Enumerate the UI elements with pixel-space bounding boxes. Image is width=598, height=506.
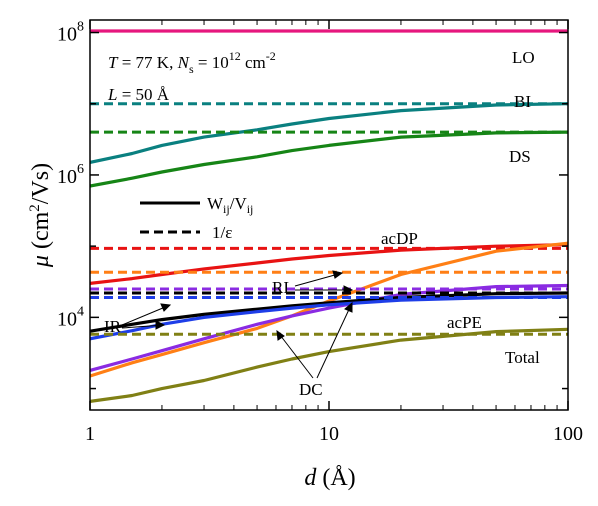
label-dc: DC: [299, 380, 323, 399]
arrow-ir-1: [121, 304, 171, 326]
series-ri-solid-line: [90, 241, 568, 378]
arrowhead-ri-1: [332, 270, 344, 279]
label-ds: DS: [509, 147, 531, 166]
legend-solid-label: Wij/Vij: [207, 194, 253, 216]
conditions-line-2: L = 50 Å: [107, 85, 170, 104]
arrow-dc-2: [316, 302, 353, 379]
label-acpe: acPE: [447, 313, 482, 332]
arrow-dc-1: [276, 330, 314, 379]
label-bi: BI: [514, 92, 531, 111]
series-acdp-solid-line: [90, 243, 568, 285]
series-dc-solid-line: [90, 283, 568, 372]
arrowhead-ir-1: [160, 303, 172, 312]
x-tick-label: 10: [319, 423, 339, 445]
label-ir: IR: [104, 317, 122, 336]
arrowhead-dc-1: [276, 329, 285, 341]
label-acdp: acDP: [381, 229, 418, 248]
y-tick-label: 108: [57, 20, 84, 46]
y-axis-title: μ (cm2/Vs): [27, 163, 54, 268]
series-ir-solid-line: [90, 291, 568, 333]
series-acpe-solid-line: [90, 295, 568, 341]
x-axis-title: d (Å): [304, 465, 355, 491]
annotation-arrows: [121, 270, 354, 379]
y-tick-label: 106: [57, 162, 84, 188]
label-ri: RI: [272, 278, 289, 297]
x-tick-label: 1: [85, 423, 95, 445]
data-series-layer: [90, 29, 568, 403]
series-total-solid-line: [90, 327, 568, 403]
series-bi-solid-line: [90, 102, 568, 164]
label-total: Total: [505, 348, 540, 367]
arrowhead-ri-2: [343, 285, 354, 295]
tick-layer: 1 10 100 104 106 108: [57, 20, 583, 445]
arrowhead-dc-2: [344, 301, 353, 313]
y-tick-label: 104: [57, 304, 84, 330]
series-ds-solid-line: [90, 130, 568, 188]
conditions-line-1: T = 77 K, Ns = 1012 cm-2: [108, 49, 276, 76]
x-tick-label: 100: [553, 423, 583, 445]
legend-dashed-label: 1/ε: [212, 223, 232, 242]
label-lo: LO: [512, 48, 535, 67]
arrowhead-ir-2: [155, 320, 166, 330]
